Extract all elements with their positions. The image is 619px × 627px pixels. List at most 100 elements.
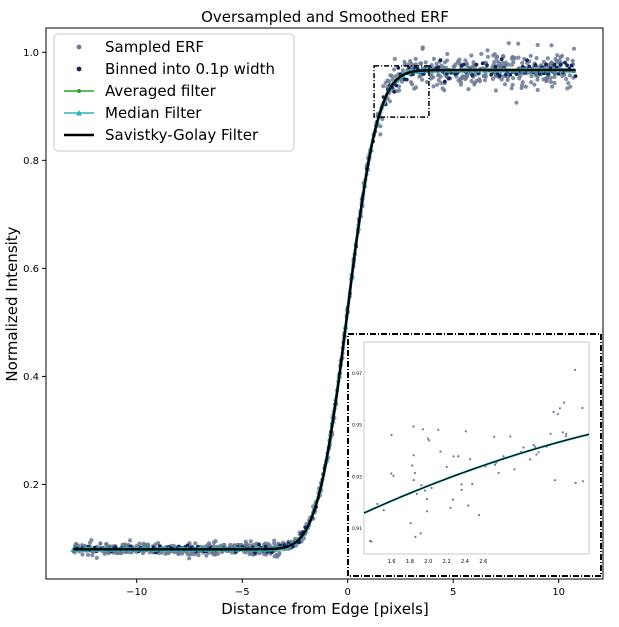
legend-entry: Binned into 0.1p width [76, 60, 275, 78]
x-tick-label: 5 [450, 587, 456, 598]
sampled-point [137, 541, 142, 546]
inset-x-tick-label: 2.6 [479, 559, 487, 565]
binned-point [556, 71, 561, 76]
sampled-point [485, 48, 490, 53]
legend-entry: Sampled ERF [76, 38, 204, 56]
inset-y-tick-label: 0.97 [352, 371, 362, 377]
sampled-point [520, 60, 525, 66]
sampled-point [400, 68, 405, 73]
inset-sampled-point [457, 455, 460, 458]
sampled-point [185, 552, 190, 557]
binned-point [461, 62, 466, 67]
sampled-point [104, 541, 109, 547]
sampled-point [176, 551, 181, 557]
sampled-point [568, 84, 573, 89]
binned-point [404, 77, 409, 82]
x-tick-label: −10 [126, 587, 147, 598]
sampled-point [529, 80, 534, 85]
inset-sampled-point [420, 484, 423, 487]
sampled-point [550, 84, 555, 89]
sampled-point [535, 42, 540, 48]
sampled-point [390, 74, 395, 79]
legend-marker [77, 89, 81, 93]
inset-sampled-point [574, 368, 577, 371]
sampled-point [74, 543, 79, 548]
legend: Sampled ERF Binned into 0.1p width Average… [53, 33, 295, 152]
legend-label: Averaged filter [105, 82, 217, 100]
inset-sampled-point [553, 479, 557, 482]
sampled-point [424, 79, 429, 85]
inset-sampled-point [558, 407, 562, 410]
sampled-point [442, 88, 447, 93]
sampled-point [471, 60, 476, 65]
legend-entry: Averaged filter [64, 82, 217, 100]
sampled-point [410, 82, 415, 87]
sampled-point [423, 60, 428, 65]
sampled-point [144, 542, 149, 548]
sampled-point [510, 55, 515, 60]
sampled-point [213, 552, 218, 557]
binned-point [474, 62, 479, 67]
y-tick-label: 1.0 [23, 48, 39, 59]
inset-x-tick-label: 2.4 [461, 559, 469, 565]
sampled-point [494, 56, 499, 61]
sampled-point [266, 542, 271, 547]
sampled-point [529, 74, 534, 79]
inset-sampled-point [390, 472, 393, 475]
inset-sampled-point [537, 451, 540, 454]
binned-point [558, 62, 563, 67]
inset-sampled-point [534, 445, 537, 448]
inset-sampled-point [427, 439, 431, 442]
x-tick-label: −5 [235, 587, 250, 598]
inset-sampled-point [451, 498, 454, 501]
plot-frame [45, 27, 604, 580]
inset-sampled-point [415, 492, 419, 495]
sampled-point [412, 86, 417, 91]
sampled-point [509, 86, 514, 91]
sampled-point [378, 124, 383, 129]
sampled-point [458, 80, 463, 85]
sampled-point [436, 78, 441, 83]
sampled-point [187, 556, 192, 561]
sampled-point [434, 61, 439, 66]
binned-point [552, 63, 557, 67]
binned-point [438, 58, 443, 63]
binned-point [485, 63, 489, 68]
sampled-point [408, 59, 413, 64]
sampled-point [510, 76, 516, 81]
sampled-point [163, 551, 168, 556]
sampled-point [457, 57, 462, 62]
inset-sampled-point [509, 435, 512, 438]
sampled-point [485, 54, 491, 59]
binned-point [489, 72, 494, 77]
inset-sampled-point [426, 437, 429, 440]
sampled-point [420, 46, 425, 52]
sampled-point [420, 77, 425, 82]
inset-sampled-point [392, 474, 395, 477]
inset-x-tick-label: 2.0 [424, 559, 432, 565]
inset-x-tick-label: 1.8 [406, 559, 414, 565]
inset-sampled-point [564, 435, 568, 438]
binned-point [436, 65, 441, 69]
sampled-point [560, 53, 565, 58]
binned-point [396, 66, 401, 70]
inset-sampled-point [411, 464, 414, 467]
sampled-point [506, 41, 511, 46]
sampled-point [555, 53, 560, 58]
inset-sampled-point [556, 413, 559, 416]
sampled-point [80, 552, 85, 557]
inset-sampled-point [497, 471, 500, 474]
inset-y-tick-label: 0.91 [352, 526, 362, 532]
inset-sampled-point [452, 455, 455, 458]
sampled-point [397, 88, 402, 93]
inset-sampled-point [494, 463, 497, 466]
inset-sampled-point [439, 450, 442, 453]
sampled-point [519, 85, 524, 91]
inset-zoom-panel: 1.6 1.8 2.0 2.2 2.4 2.6 0.91 0.93 0.95 0.97 [347, 333, 602, 577]
sampled-point [94, 555, 99, 561]
sampled-point [445, 58, 450, 63]
sampled-point [548, 79, 554, 84]
sampled-point [429, 74, 434, 79]
inset-y-tick-label: 0.93 [352, 474, 362, 480]
legend-label: Median Filter [105, 104, 202, 122]
